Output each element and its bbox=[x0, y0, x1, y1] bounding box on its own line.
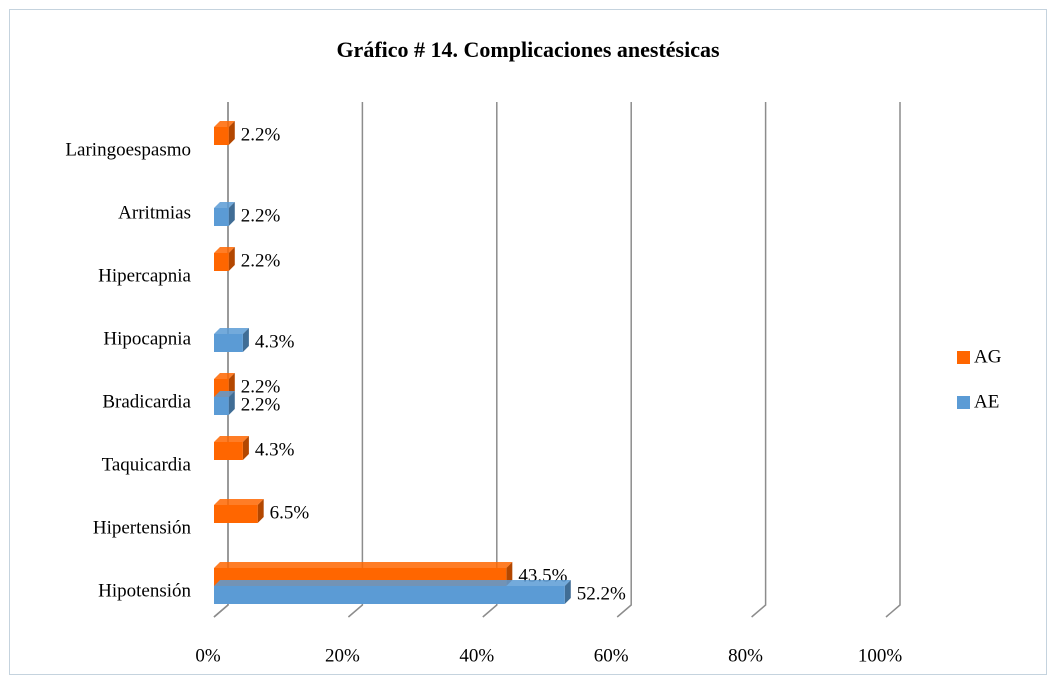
y-tick-label: Taquicardia bbox=[102, 454, 192, 475]
bar-side bbox=[564, 580, 571, 604]
bar-top bbox=[214, 328, 249, 334]
chart-title: Gráfico # 14. Complicaciones anestésicas bbox=[336, 37, 720, 62]
legend-label: AG bbox=[974, 346, 1002, 367]
legend-swatch bbox=[957, 351, 970, 364]
y-tick-label: Hipotensión bbox=[98, 580, 191, 601]
x-tick-label: 60% bbox=[594, 645, 629, 666]
legend-swatch bbox=[957, 396, 970, 409]
bar bbox=[214, 127, 229, 145]
bar bbox=[214, 442, 243, 460]
grid-line bbox=[616, 102, 632, 618]
grid-line bbox=[751, 102, 767, 618]
x-tick-label: 80% bbox=[728, 645, 763, 666]
bar-top bbox=[214, 391, 235, 397]
bar bbox=[214, 208, 229, 226]
bar-top bbox=[214, 580, 571, 586]
grid-line bbox=[347, 102, 364, 618]
bar-side bbox=[228, 247, 235, 271]
data-label: 2.2% bbox=[241, 124, 281, 145]
x-tick-label: 20% bbox=[325, 645, 360, 666]
data-label: 4.3% bbox=[255, 331, 295, 352]
y-tick-label: Arritmias bbox=[118, 202, 191, 223]
x-tick-label: 100% bbox=[858, 645, 903, 666]
bar bbox=[214, 253, 229, 271]
bar-side bbox=[228, 202, 235, 226]
bar bbox=[214, 586, 565, 604]
bar-side bbox=[228, 391, 235, 415]
y-tick-label: Hipocapnia bbox=[103, 328, 191, 349]
y-tick-label: Hipercapnia bbox=[98, 265, 191, 286]
y-tick-label: Hipertensión bbox=[93, 517, 192, 538]
data-label: 4.3% bbox=[255, 439, 295, 460]
bar-top bbox=[214, 499, 264, 505]
y-tick-label: Bradicardia bbox=[102, 391, 191, 412]
bar-side bbox=[257, 499, 264, 523]
grid-line bbox=[885, 102, 901, 618]
legend-label: AE bbox=[974, 391, 999, 412]
x-tick-label: 40% bbox=[459, 645, 494, 666]
data-label: 2.2% bbox=[241, 394, 281, 415]
data-label: 52.2% bbox=[577, 583, 626, 604]
bar-top bbox=[214, 562, 513, 568]
x-tick-label: 0% bbox=[195, 645, 221, 666]
chart-border bbox=[9, 9, 1047, 675]
bar-side bbox=[242, 328, 249, 352]
grid-line bbox=[482, 102, 498, 618]
data-label: 6.5% bbox=[270, 502, 310, 523]
data-label: 2.2% bbox=[241, 205, 281, 226]
bar bbox=[214, 505, 258, 523]
bar-side bbox=[242, 436, 249, 460]
bar-top bbox=[214, 436, 249, 442]
bar bbox=[214, 334, 243, 352]
data-label: 2.2% bbox=[241, 250, 281, 271]
data-label: 2.2% bbox=[241, 376, 281, 397]
y-tick-label: Laringoespasmo bbox=[65, 139, 191, 160]
bar-top bbox=[214, 121, 235, 127]
bar-top bbox=[214, 373, 235, 379]
bar-top bbox=[214, 247, 235, 253]
bar-top bbox=[214, 202, 235, 208]
bar-side bbox=[228, 121, 235, 145]
bar bbox=[214, 397, 229, 415]
